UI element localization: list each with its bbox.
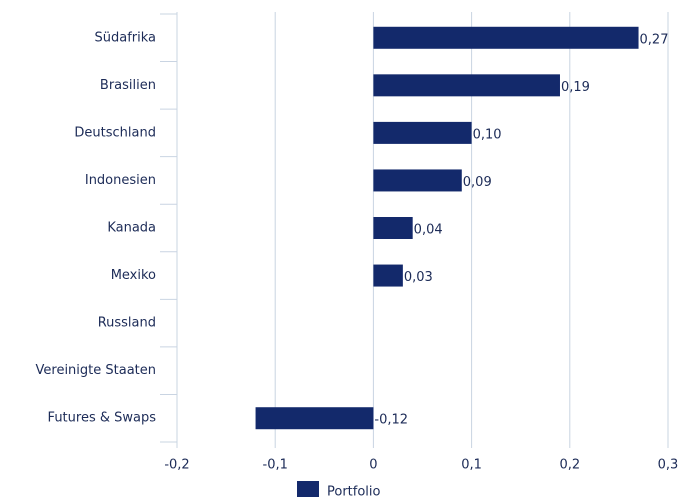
value-label: 0,19	[561, 80, 590, 95]
y-tick-label: Indonesien	[85, 173, 156, 188]
x-tick-label: -0,2	[164, 458, 189, 473]
value-label: 0,10	[473, 127, 502, 142]
bar	[373, 26, 639, 49]
bar	[255, 407, 374, 430]
legend-label: Portfolio	[327, 485, 381, 500]
y-tick-label: Vereinigte Staaten	[36, 363, 157, 378]
bar	[373, 74, 560, 97]
y-tick-label: Futures & Swaps	[48, 411, 157, 426]
legend-swatch	[297, 481, 319, 497]
x-tick-label: -0,1	[263, 458, 288, 473]
y-tick-label: Russland	[98, 316, 156, 331]
x-tick-label: 0,2	[559, 458, 580, 473]
x-tick-label: 0	[369, 458, 377, 473]
value-label: 0,27	[640, 32, 669, 47]
y-tick-label: Brasilien	[100, 78, 156, 93]
value-label: 0,04	[414, 223, 443, 238]
bar	[373, 264, 403, 287]
value-label: 0,09	[463, 175, 492, 190]
bar	[373, 217, 413, 239]
y-tick-label: Mexiko	[111, 268, 156, 283]
bar	[373, 121, 472, 144]
value-label: -0,12	[374, 413, 408, 428]
bar	[373, 169, 462, 192]
value-label: 0,03	[404, 270, 433, 285]
y-tick-label: Kanada	[107, 221, 156, 236]
x-tick-label: 0,3	[658, 458, 679, 473]
x-tick-label: 0,1	[461, 458, 482, 473]
y-tick-label: Südafrika	[94, 30, 156, 45]
y-tick-label: Deutschland	[74, 125, 156, 140]
